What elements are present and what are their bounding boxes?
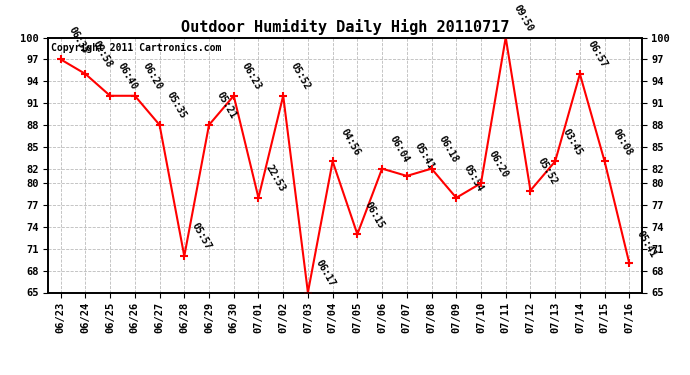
Text: 04:56: 04:56 [338, 127, 362, 157]
Text: 06:20: 06:20 [140, 61, 164, 92]
Text: 05:41: 05:41 [413, 141, 435, 172]
Text: 06:57: 06:57 [585, 39, 609, 70]
Title: Outdoor Humidity Daily High 20110717: Outdoor Humidity Daily High 20110717 [181, 19, 509, 35]
Text: 03:45: 03:45 [561, 127, 584, 157]
Text: 05:35: 05:35 [165, 90, 188, 121]
Text: 06:20: 06:20 [486, 148, 510, 179]
Text: 06:18: 06:18 [437, 134, 460, 165]
Text: 05:54: 05:54 [462, 163, 485, 194]
Text: 06:08: 06:08 [610, 127, 633, 157]
Text: 06:17: 06:17 [313, 258, 337, 288]
Text: 09:50: 09:50 [511, 3, 535, 33]
Text: 05:21: 05:21 [215, 90, 238, 121]
Text: Copyright 2011 Cartronics.com: Copyright 2011 Cartronics.com [51, 43, 221, 52]
Text: 05:57: 05:57 [190, 222, 213, 252]
Text: 02:58: 02:58 [91, 39, 115, 70]
Text: 06:23: 06:23 [239, 61, 263, 92]
Text: 06:15: 06:15 [363, 200, 386, 230]
Text: 05:52: 05:52 [536, 156, 560, 186]
Text: 05:52: 05:52 [288, 61, 312, 92]
Text: 05:41: 05:41 [635, 229, 658, 259]
Text: 06:35: 06:35 [66, 25, 90, 55]
Text: 06:04: 06:04 [388, 134, 411, 165]
Text: 22:53: 22:53 [264, 163, 287, 194]
Text: 06:40: 06:40 [116, 61, 139, 92]
